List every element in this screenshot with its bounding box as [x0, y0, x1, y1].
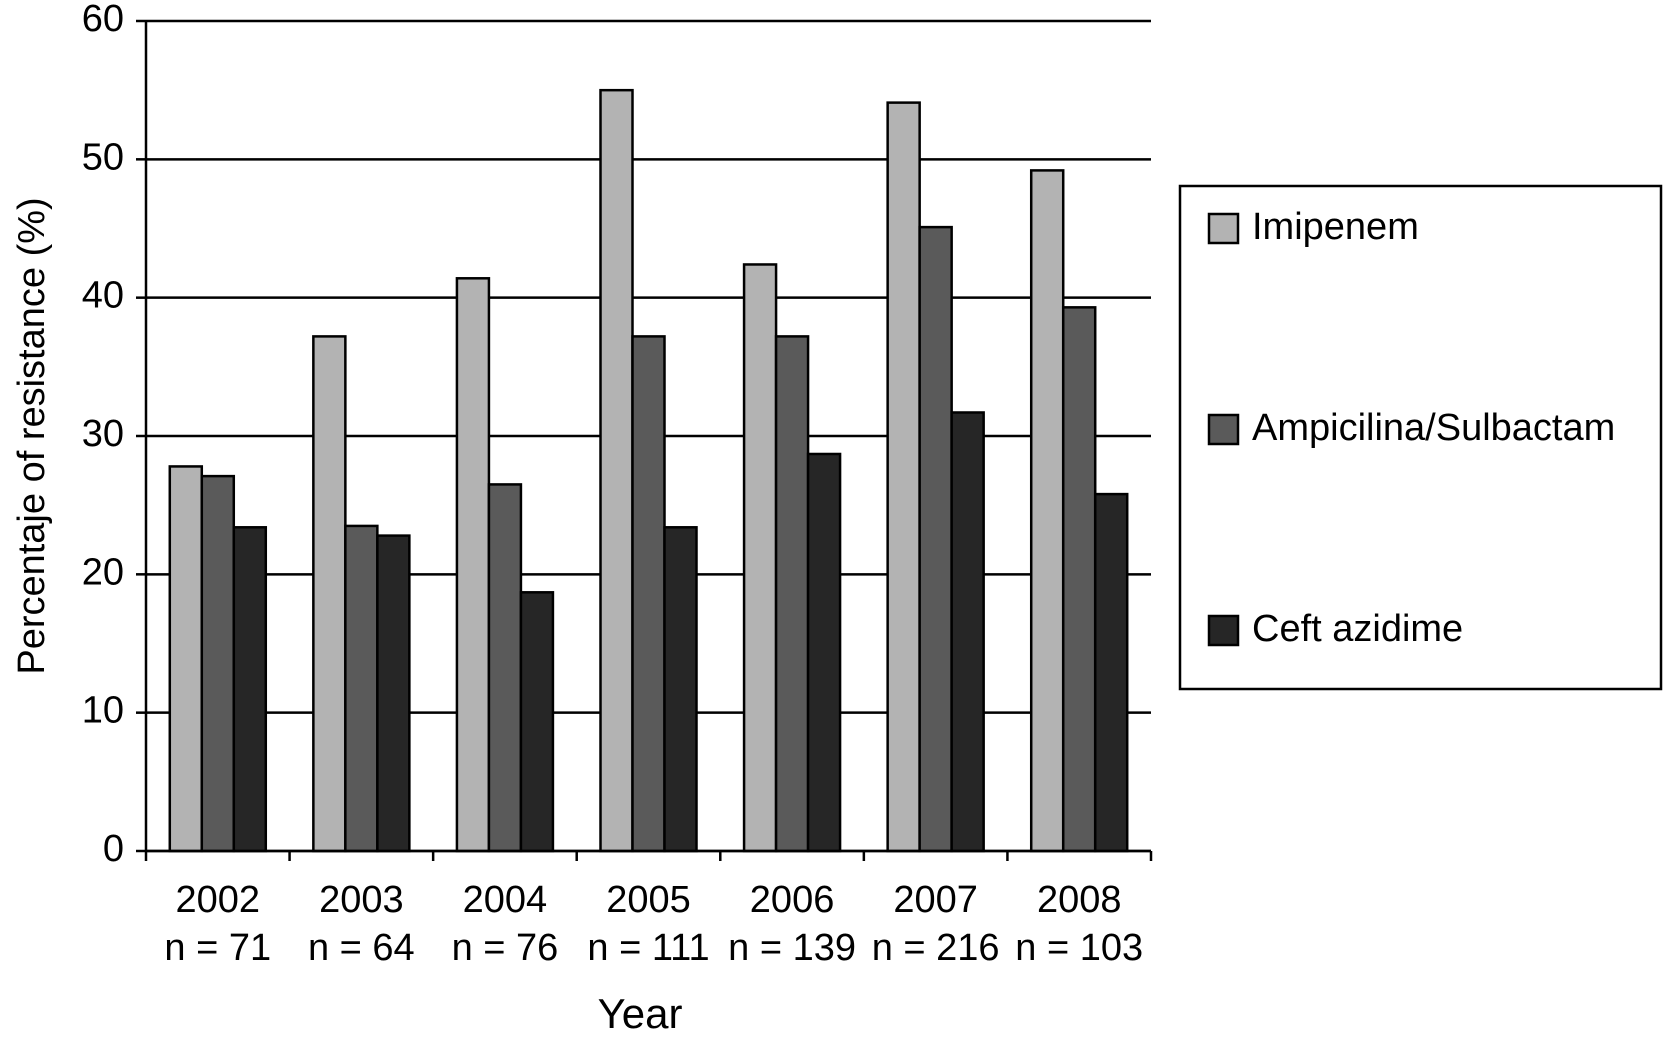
bar — [806, 452, 842, 853]
bar — [200, 474, 236, 853]
y-tick-label: 50 — [82, 136, 124, 178]
x-tick-label: 2003 — [319, 879, 404, 921]
legend-swatch — [1207, 614, 1240, 647]
sample-size-label: n = 64 — [308, 927, 415, 969]
bar — [742, 263, 778, 853]
bar — [774, 335, 810, 853]
x-tick-label: 2006 — [750, 879, 835, 921]
legend-label: Imipenem — [1252, 206, 1419, 248]
sample-size-label: n = 216 — [872, 927, 1000, 969]
bar — [599, 88, 634, 853]
sample-size-label: n = 76 — [452, 927, 559, 969]
y-tick-label: 30 — [82, 413, 124, 455]
bar — [918, 225, 953, 853]
x-tick-label: 2004 — [463, 879, 548, 921]
y-tick-label: 10 — [82, 690, 124, 732]
legend-box — [1178, 184, 1663, 691]
y-tick-label: 60 — [82, 0, 124, 40]
bar — [663, 526, 698, 853]
x-axis-label: Year — [598, 990, 683, 1037]
bar — [1029, 169, 1065, 853]
bar — [631, 335, 666, 853]
bar — [344, 524, 379, 853]
y-tick-label: 20 — [82, 551, 124, 593]
sample-size-label: n = 111 — [587, 927, 709, 969]
sample-size-label: n = 71 — [164, 927, 271, 969]
bar — [1061, 306, 1097, 853]
sample-size-label: n = 139 — [728, 927, 856, 969]
legend-label: Ceft azidime — [1252, 608, 1463, 650]
bar — [1093, 492, 1129, 853]
bar — [376, 534, 411, 853]
x-tick-label: 2008 — [1037, 879, 1122, 921]
bar — [950, 411, 985, 853]
bar — [232, 526, 268, 853]
legend-swatch — [1207, 413, 1240, 446]
x-tick-label: 2007 — [893, 879, 978, 921]
y-tick-label: 40 — [82, 275, 124, 317]
bar — [312, 335, 347, 853]
x-tick-label: 2005 — [606, 879, 691, 921]
y-axis-label: Percentaje of resistance (%) — [11, 197, 53, 674]
bar — [886, 101, 921, 853]
sample-size-label: n = 103 — [1015, 927, 1143, 969]
legend-label: Ampicilina/Sulbactam — [1252, 407, 1615, 449]
bar — [168, 465, 204, 853]
bar — [487, 483, 523, 853]
legend-swatch — [1207, 212, 1240, 245]
bar — [455, 277, 491, 853]
y-tick-label: 0 — [103, 828, 124, 870]
x-tick-label: 2002 — [176, 879, 261, 921]
bar — [519, 591, 555, 853]
